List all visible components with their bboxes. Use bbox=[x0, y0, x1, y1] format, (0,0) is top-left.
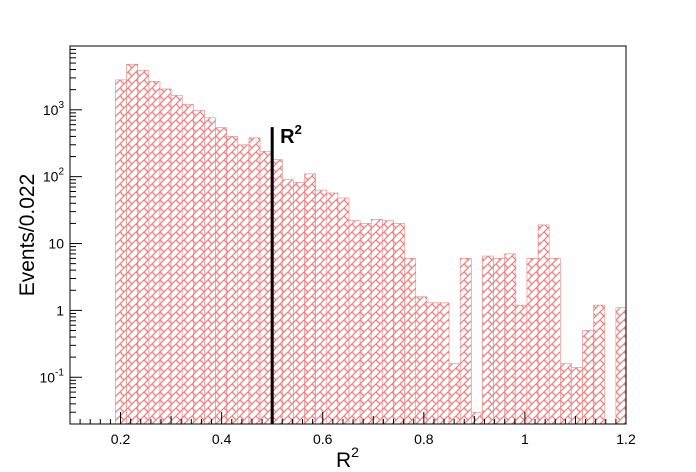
histogram-bar bbox=[548, 258, 561, 425]
x-tick-label: 0.4 bbox=[212, 431, 232, 447]
histogram-bar bbox=[615, 307, 627, 425]
histogram-bar bbox=[393, 223, 405, 425]
histogram-bar bbox=[237, 144, 250, 425]
x-axis-ticks: 0.2 0.4 0.6 0.8 1 1.2 bbox=[69, 412, 636, 447]
histogram-bar bbox=[315, 189, 328, 425]
histogram-bar bbox=[326, 192, 339, 425]
histogram-bar bbox=[370, 219, 383, 425]
histogram-bar bbox=[459, 258, 472, 425]
histogram-bar bbox=[426, 302, 439, 425]
histogram-bar bbox=[537, 224, 550, 425]
histogram-bar bbox=[159, 88, 172, 425]
histogram-bars bbox=[115, 63, 627, 425]
histogram-bar bbox=[404, 258, 417, 425]
histogram-bar bbox=[482, 255, 494, 425]
histogram-bar bbox=[348, 220, 361, 425]
histogram-bar bbox=[137, 69, 150, 425]
y-tick-label: 103 bbox=[43, 100, 65, 118]
histogram-bar bbox=[126, 63, 139, 425]
histogram-bar bbox=[504, 253, 517, 425]
histogram-bar bbox=[382, 220, 394, 425]
histogram-bar bbox=[437, 302, 450, 425]
cut-line-label: R2 bbox=[280, 122, 302, 148]
x-tick-label: 0.6 bbox=[313, 431, 333, 447]
y-tick-label: 1 bbox=[56, 302, 64, 318]
y-tick-label: 10-1 bbox=[40, 367, 65, 385]
histogram-bar bbox=[337, 197, 350, 425]
y-tick-label: 10 bbox=[48, 236, 64, 252]
x-axis-title: R2 bbox=[336, 444, 359, 472]
histogram-bar bbox=[571, 367, 583, 425]
x-tick-label: 0.2 bbox=[111, 431, 131, 447]
plot-frame bbox=[69, 45, 627, 425]
histogram-bar bbox=[304, 173, 316, 425]
histogram-bar bbox=[281, 179, 294, 425]
x-tick-label: 0.8 bbox=[414, 431, 434, 447]
histogram-bar bbox=[170, 94, 183, 425]
histogram-bar bbox=[415, 296, 428, 425]
y-axis-ticks: 10-1 1 10 102 103 bbox=[40, 45, 82, 425]
x-tick-label: 1 bbox=[521, 431, 529, 447]
histogram-bar bbox=[471, 411, 483, 425]
histogram-bar bbox=[193, 110, 205, 425]
y-tick-label: 102 bbox=[43, 167, 65, 185]
histogram-bar bbox=[582, 330, 594, 425]
histogram-bar bbox=[204, 117, 216, 425]
histogram-bar bbox=[448, 363, 461, 425]
histogram-bar bbox=[526, 258, 539, 425]
histogram-bar bbox=[559, 363, 572, 425]
x-tick-label: 1.2 bbox=[616, 431, 636, 447]
histogram-bar bbox=[115, 79, 127, 425]
histogram-bar bbox=[293, 182, 305, 425]
y-axis-title: Events/0.022 bbox=[16, 174, 39, 297]
histogram-bar bbox=[226, 136, 239, 425]
histogram-bar bbox=[259, 150, 272, 425]
histogram-bar bbox=[515, 304, 528, 425]
histogram-bar bbox=[593, 304, 606, 425]
histogram-bar bbox=[181, 104, 194, 425]
histogram-bar bbox=[493, 258, 505, 425]
histogram-bar bbox=[248, 137, 261, 425]
histogram-bar bbox=[359, 223, 372, 425]
histogram-bar bbox=[148, 81, 161, 425]
histogram-bar bbox=[215, 127, 227, 425]
